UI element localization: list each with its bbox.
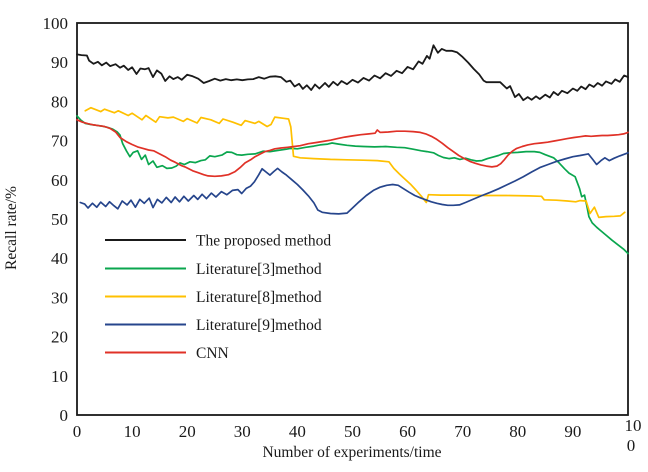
y-tick-label: 20 — [51, 328, 68, 347]
x-tick-label-wrapped: 10 0 — [625, 416, 642, 455]
y-axis-title: Recall rate/% — [3, 186, 20, 270]
x-axis-tick-labels: 0 10 20 30 40 50 60 70 80 90 10 0 — [73, 416, 642, 455]
legend-label: Literature[9]method — [196, 317, 322, 334]
y-axis-tick-labels: 0 10 20 30 40 50 60 70 80 90 100 — [43, 14, 69, 425]
x-tick-label: 0 — [73, 422, 82, 441]
legend-label: Literature[8]method — [196, 289, 322, 306]
legend-item-1: Literature[3]method — [105, 261, 322, 278]
series-lines — [76, 44, 629, 255]
x-tick-label: 60 — [399, 422, 416, 441]
series-line-3 — [79, 151, 629, 215]
legend-label: The proposed method — [196, 233, 331, 250]
x-tick-label: 40 — [289, 422, 306, 441]
y-tick-label: 0 — [60, 406, 69, 425]
x-axis-title: Number of experiments/time — [262, 444, 441, 461]
x-tick-label: 10 — [124, 422, 141, 441]
x-tick-label: 80 — [509, 422, 526, 441]
y-tick-label: 100 — [43, 14, 69, 33]
legend-label: Literature[3]method — [196, 261, 322, 278]
legend-item-4: CNN — [105, 345, 229, 362]
y-tick-label: 50 — [51, 210, 68, 229]
series-line-2 — [84, 106, 626, 219]
y-tick-label: 10 — [51, 367, 68, 386]
y-tick-label: 60 — [51, 171, 68, 190]
x-tick-label: 50 — [344, 422, 361, 441]
y-tick-label: 90 — [51, 53, 68, 72]
legend-item-3: Literature[9]method — [105, 317, 322, 334]
y-tick-label: 30 — [51, 288, 68, 307]
plot-area-border — [76, 22, 629, 416]
y-tick-label: 80 — [51, 92, 68, 111]
x-tick-label: 90 — [564, 422, 581, 441]
y-tick-label: 70 — [51, 132, 68, 151]
x-tick-label: 20 — [179, 422, 196, 441]
legend-label: CNN — [196, 345, 229, 362]
series-line-0 — [76, 44, 629, 102]
x-tick-label: 30 — [234, 422, 251, 441]
legend-item-0: The proposed method — [105, 233, 331, 250]
chart-legend: The proposed method Literature[3]method Li… — [105, 233, 331, 362]
series-line-4 — [76, 118, 629, 178]
y-tick-label: 40 — [51, 249, 68, 268]
x-tick-label: 70 — [454, 422, 471, 441]
legend-item-2: Literature[8]method — [105, 289, 322, 306]
